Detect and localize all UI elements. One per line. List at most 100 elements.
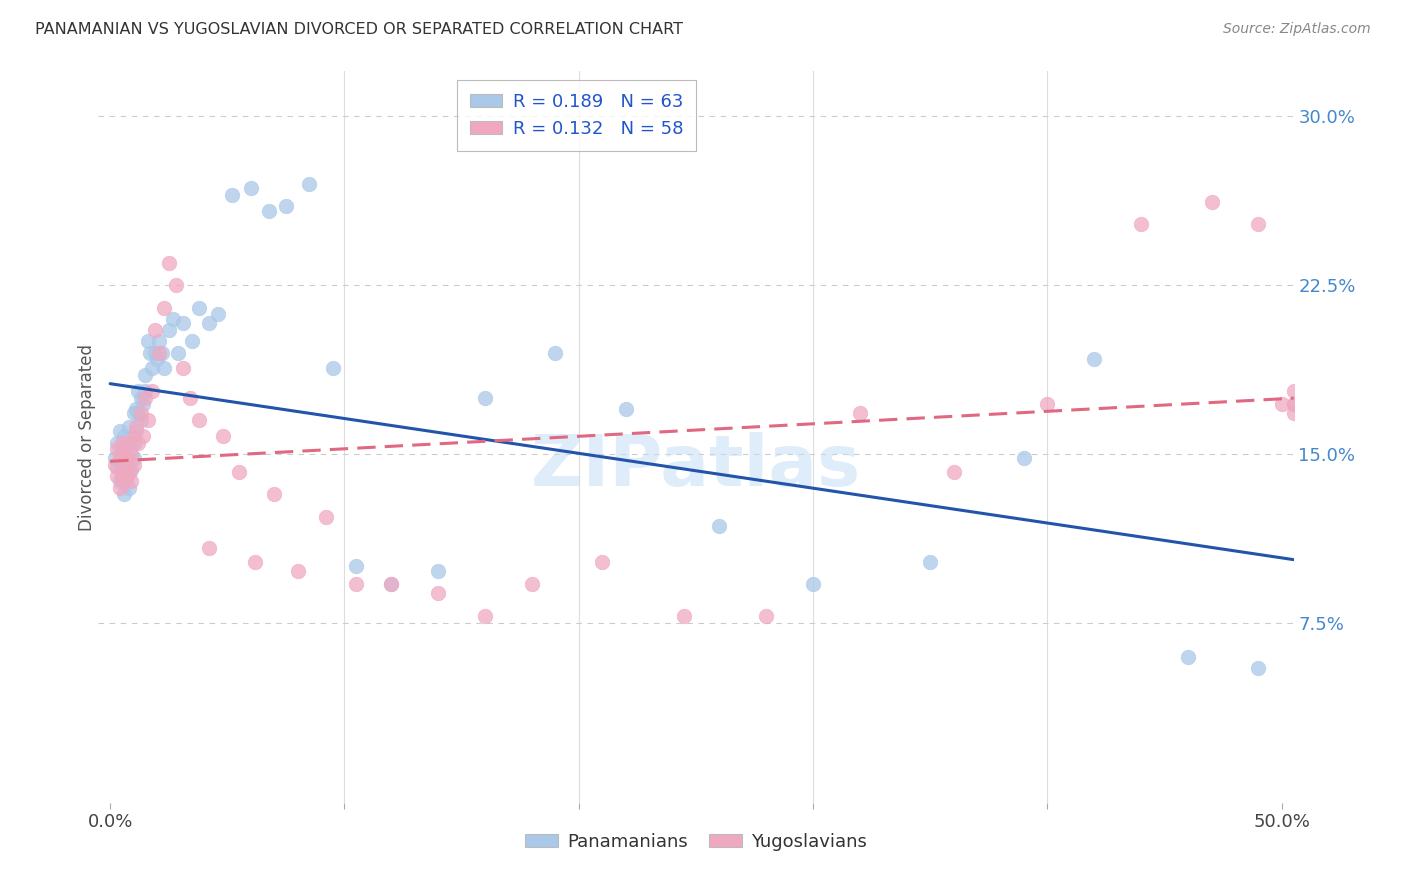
- Point: [141, 361, 163, 376]
- Point: [157, 323, 180, 337]
- Point: [920, 555, 942, 569]
- Point: [105, 442, 128, 457]
- Point: [112, 429, 135, 443]
- Point: [120, 447, 142, 461]
- Point: [153, 301, 176, 315]
- Point: [709, 519, 731, 533]
- Point: [474, 391, 496, 405]
- Point: [1282, 397, 1305, 411]
- Point: [1247, 218, 1270, 232]
- Point: [427, 564, 450, 578]
- Point: [111, 458, 134, 473]
- Point: [207, 307, 229, 321]
- Point: [1247, 661, 1270, 675]
- Point: [344, 559, 367, 574]
- Point: [122, 407, 145, 421]
- Point: [179, 391, 201, 405]
- Point: [673, 609, 696, 624]
- Point: [125, 425, 148, 439]
- Point: [104, 451, 127, 466]
- Point: [1083, 352, 1105, 367]
- Point: [112, 474, 135, 488]
- Point: [118, 481, 141, 495]
- Point: [165, 278, 187, 293]
- Point: [614, 401, 637, 416]
- Point: [259, 203, 281, 218]
- Point: [942, 465, 965, 479]
- Point: [801, 577, 824, 591]
- Point: [143, 345, 166, 359]
- Point: [849, 407, 872, 421]
- Point: [105, 460, 128, 475]
- Point: [188, 301, 211, 315]
- Point: [322, 361, 344, 376]
- Point: [134, 384, 156, 398]
- Point: [118, 435, 141, 450]
- Point: [104, 458, 127, 473]
- Point: [287, 564, 309, 578]
- Point: [129, 413, 152, 427]
- Point: [591, 555, 613, 569]
- Point: [108, 474, 131, 488]
- Point: [127, 384, 149, 398]
- Point: [274, 199, 297, 213]
- Point: [221, 188, 243, 202]
- Point: [197, 317, 219, 331]
- Point: [755, 609, 778, 624]
- Point: [118, 420, 141, 434]
- Point: [344, 577, 367, 591]
- Point: [125, 401, 148, 416]
- Point: [1130, 218, 1153, 232]
- Point: [134, 368, 156, 383]
- Point: [141, 384, 163, 398]
- Point: [127, 435, 149, 450]
- Point: [115, 469, 138, 483]
- Point: [122, 429, 145, 443]
- Text: Source: ZipAtlas.com: Source: ZipAtlas.com: [1223, 22, 1371, 37]
- Point: [115, 469, 138, 483]
- Point: [148, 345, 170, 359]
- Point: [1282, 407, 1305, 421]
- Point: [115, 451, 138, 466]
- Point: [105, 435, 128, 450]
- Point: [1271, 397, 1294, 411]
- Point: [122, 458, 145, 473]
- Point: [1201, 194, 1223, 209]
- Point: [115, 451, 138, 466]
- Point: [129, 391, 152, 405]
- Point: [148, 334, 170, 349]
- Point: [427, 586, 450, 600]
- Point: [105, 469, 128, 483]
- Point: [172, 361, 194, 376]
- Point: [162, 312, 184, 326]
- Point: [112, 447, 135, 461]
- Point: [1012, 451, 1035, 466]
- Point: [474, 609, 496, 624]
- Point: [118, 465, 141, 479]
- Point: [111, 465, 134, 479]
- Text: ZIPatlas: ZIPatlas: [531, 432, 860, 500]
- Point: [112, 487, 135, 501]
- Point: [122, 451, 145, 466]
- Point: [122, 435, 145, 450]
- Legend: Panamanians, Yugoslavians: Panamanians, Yugoslavians: [516, 823, 876, 860]
- Point: [120, 435, 142, 450]
- Point: [172, 317, 194, 331]
- Point: [111, 435, 134, 450]
- Point: [380, 577, 402, 591]
- Point: [150, 345, 173, 359]
- Point: [108, 481, 131, 495]
- Point: [1177, 649, 1199, 664]
- Point: [181, 334, 204, 349]
- Point: [520, 577, 543, 591]
- Point: [263, 487, 285, 501]
- Point: [1282, 397, 1305, 411]
- Point: [120, 463, 142, 477]
- Point: [108, 425, 131, 439]
- Point: [239, 181, 262, 195]
- Point: [125, 420, 148, 434]
- Point: [298, 177, 321, 191]
- Point: [1282, 384, 1305, 398]
- Text: PANAMANIAN VS YUGOSLAVIAN DIVORCED OR SEPARATED CORRELATION CHART: PANAMANIAN VS YUGOSLAVIAN DIVORCED OR SE…: [35, 22, 683, 37]
- Point: [111, 469, 134, 483]
